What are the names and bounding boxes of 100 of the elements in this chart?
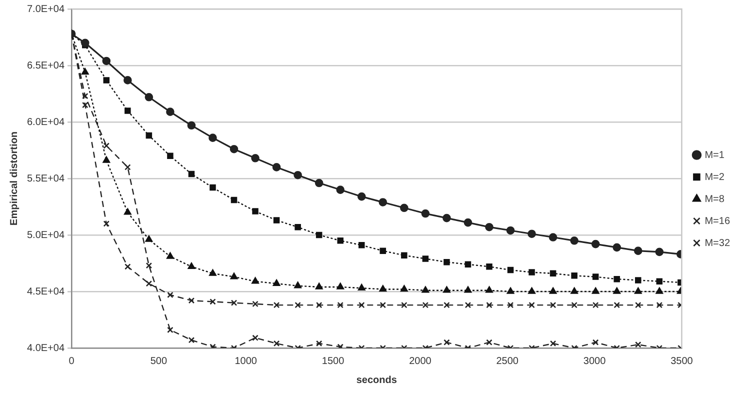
point (486, 302, 492, 308)
point (166, 108, 174, 116)
point (422, 286, 430, 293)
point (166, 252, 174, 259)
point (464, 286, 472, 293)
point (634, 287, 642, 294)
point (549, 287, 557, 294)
point (103, 77, 110, 84)
point (336, 282, 344, 290)
point (209, 269, 216, 276)
legend-label: M=16 (704, 216, 730, 227)
point (528, 287, 536, 294)
point (528, 269, 535, 276)
point (550, 340, 556, 347)
point (230, 272, 238, 280)
point (380, 302, 386, 308)
point (187, 121, 196, 130)
point (401, 302, 408, 308)
legend-label: M=1 (704, 150, 725, 161)
point (124, 108, 131, 114)
point (294, 170, 302, 180)
point (273, 302, 280, 308)
point (337, 238, 344, 244)
x-tick-label: 0 (68, 356, 75, 367)
point (614, 302, 620, 308)
point (655, 248, 664, 256)
point (571, 272, 578, 279)
point (82, 92, 88, 100)
point (656, 287, 664, 294)
point (592, 302, 599, 308)
legend-label: M=2 (704, 172, 725, 183)
point (124, 208, 132, 215)
point (315, 282, 323, 290)
point (358, 302, 365, 308)
point (82, 102, 88, 108)
point (188, 336, 195, 344)
point (188, 170, 195, 178)
point (421, 209, 430, 218)
point (635, 277, 642, 284)
point (528, 302, 535, 308)
point (613, 287, 621, 294)
point (102, 156, 110, 163)
point (272, 279, 280, 286)
point (550, 302, 556, 308)
point (548, 233, 558, 242)
y-tick-label: 6.0E+04 (26, 116, 65, 128)
point (273, 217, 280, 224)
y-tick-label: 7.0E+04 (26, 4, 65, 15)
point (400, 285, 408, 292)
point (378, 198, 388, 206)
point (422, 302, 429, 308)
point (507, 266, 514, 274)
point (314, 178, 324, 188)
y-tick-label: 4.0E+04 (26, 342, 65, 354)
point (146, 132, 152, 139)
point (591, 240, 600, 248)
point (210, 298, 216, 305)
point (379, 285, 387, 292)
point (422, 256, 429, 262)
x-tick-label: 3000 (583, 356, 606, 367)
point (486, 339, 492, 346)
point (188, 297, 195, 304)
point (167, 326, 174, 334)
point (102, 56, 111, 66)
y-tick-label: 5.0E+04 (26, 230, 65, 241)
point (230, 196, 238, 204)
y-tick-label: 6.5E+04 (26, 60, 65, 72)
point (506, 226, 515, 235)
point (252, 277, 259, 284)
point (592, 274, 599, 280)
x-axis-title: seconds (356, 374, 398, 386)
point (612, 243, 622, 252)
point (486, 286, 493, 293)
point (634, 246, 642, 255)
point (444, 339, 450, 346)
x-tick-label: 1000 (234, 356, 258, 367)
point (380, 248, 386, 254)
point (358, 284, 366, 291)
point (316, 302, 322, 308)
point (486, 264, 492, 270)
point (145, 235, 153, 242)
point (230, 300, 238, 306)
point (144, 92, 154, 102)
point (550, 270, 556, 277)
point (103, 142, 110, 149)
point (400, 204, 408, 212)
x-tick-label: 1500 (322, 356, 345, 367)
point (210, 184, 216, 191)
point (146, 262, 152, 269)
x-tick-label: 2500 (496, 356, 519, 367)
point (146, 280, 152, 287)
x-tick-label: 2000 (409, 356, 432, 367)
point (444, 302, 450, 308)
point (208, 134, 217, 142)
x-tick-label: 3500 (670, 356, 694, 367)
y-tick-label: 5.5E+04 (26, 173, 65, 184)
point (294, 224, 301, 230)
y-axis-title: Empirical distortion (8, 132, 20, 226)
point (251, 154, 260, 162)
point (635, 341, 642, 348)
